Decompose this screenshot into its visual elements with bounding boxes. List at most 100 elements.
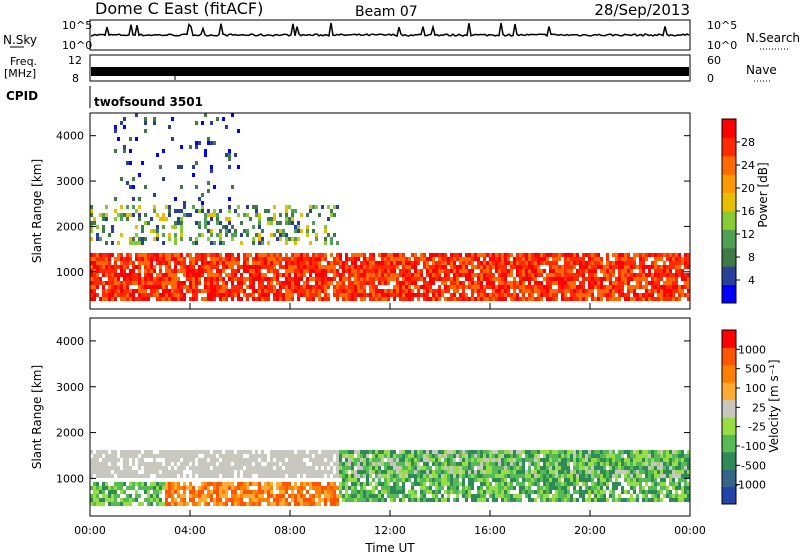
velocity-cell (186, 458, 189, 462)
velocity-cell (576, 470, 579, 474)
power-cell (498, 293, 501, 297)
power-cell (228, 149, 231, 153)
velocity-cell (327, 470, 330, 474)
power-cell (363, 257, 366, 261)
power-cell (657, 289, 660, 293)
power-cell (324, 289, 327, 293)
velocity-cell (363, 486, 366, 490)
velocity-cell (648, 454, 651, 458)
velocity-cell (432, 478, 435, 482)
velocity-cell (459, 474, 462, 478)
velocity-cell (300, 462, 303, 466)
power-cell (402, 277, 405, 281)
power-cell (669, 273, 672, 277)
velocity-cell (456, 494, 459, 498)
velocity-colorbar-swatch (722, 330, 736, 348)
power-cell (261, 273, 264, 277)
velocity-cell (114, 454, 117, 458)
velocity-cell (123, 462, 126, 466)
velocity-cell (237, 474, 240, 478)
power-cell (192, 293, 195, 297)
velocity-cell (261, 458, 264, 462)
velocity-cell (477, 478, 480, 482)
velocity-cell (357, 470, 360, 474)
velocity-cell (513, 454, 516, 458)
velocity-cell (429, 474, 432, 478)
power-cell (528, 273, 531, 277)
power-cell (288, 221, 291, 225)
velocity-cell (618, 494, 621, 498)
power-cell (531, 285, 534, 289)
power-cell (159, 269, 162, 273)
velocity-cell (312, 458, 315, 462)
velocity-cell (615, 466, 618, 470)
power-cell (390, 265, 393, 269)
velocity-cell (378, 482, 381, 486)
power-cell (561, 289, 564, 293)
velocity-cell (510, 486, 513, 490)
velocity-cell (312, 498, 315, 502)
power-cell (210, 141, 213, 145)
power-cell (126, 217, 129, 221)
velocity-cell (681, 450, 684, 454)
power-cell (651, 281, 654, 285)
power-cell (339, 289, 342, 293)
velocity-cell (495, 458, 498, 462)
velocity-cell (279, 490, 282, 494)
power-cell (387, 273, 390, 277)
velocity-cell (621, 498, 624, 502)
power-cell (93, 289, 96, 293)
velocity-cell (405, 474, 408, 478)
power-cell (261, 297, 264, 301)
power-cell (240, 277, 243, 281)
velocity-cell (573, 466, 576, 470)
power-cell (450, 297, 453, 301)
velocity-cell (315, 450, 318, 454)
velocity-cell (285, 498, 288, 502)
velocity-cell (114, 462, 117, 466)
power-cell (528, 277, 531, 281)
power-cell (201, 253, 204, 257)
power-cell (237, 269, 240, 273)
velocity-cell (228, 482, 231, 486)
power-cell (537, 253, 540, 257)
velocity-cell (309, 470, 312, 474)
power-cell (564, 265, 567, 269)
velocity-cell (663, 486, 666, 490)
velocity-cell (165, 494, 168, 498)
power-cell (462, 261, 465, 265)
power-cell (129, 277, 132, 281)
power-cell (273, 297, 276, 301)
power-cell (417, 261, 420, 265)
power-cell (246, 205, 249, 209)
power-cell (129, 261, 132, 265)
velocity-cell (330, 490, 333, 494)
velocity-cell (660, 486, 663, 490)
power-cell (657, 285, 660, 289)
power-cell (579, 269, 582, 273)
power-cell (504, 293, 507, 297)
velocity-cell (363, 470, 366, 474)
power-cell (120, 285, 123, 289)
power-cell (279, 221, 282, 225)
power-cell (213, 253, 216, 257)
power-cell (120, 273, 123, 277)
velocity-cell (297, 466, 300, 470)
velocity-cell (504, 482, 507, 486)
velocity-cell (168, 462, 171, 466)
velocity-cell (354, 474, 357, 478)
power-cell (306, 289, 309, 293)
power-cell (633, 285, 636, 289)
power-cell (423, 285, 426, 289)
power-cell (435, 297, 438, 301)
velocity-cell (552, 494, 555, 498)
power-cell (528, 293, 531, 297)
velocity-cell (249, 458, 252, 462)
power-cell (348, 257, 351, 261)
velocity-cell (594, 470, 597, 474)
velocity-cell (525, 450, 528, 454)
velocity-cell (453, 450, 456, 454)
velocity-cell (117, 458, 120, 462)
velocity-cell (684, 462, 687, 466)
